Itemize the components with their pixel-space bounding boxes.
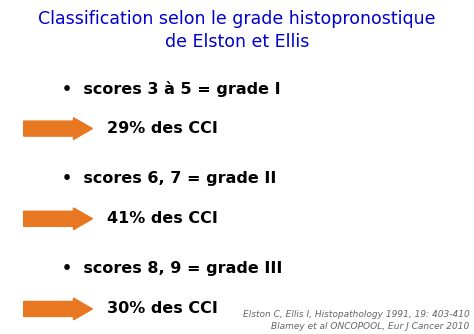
Text: •  scores 8, 9 = grade III: • scores 8, 9 = grade III	[62, 262, 282, 276]
Text: 29% des CCI: 29% des CCI	[107, 121, 218, 136]
Text: 41% des CCI: 41% des CCI	[107, 211, 218, 226]
Text: •  scores 3 à 5 = grade I: • scores 3 à 5 = grade I	[62, 80, 280, 97]
Text: Classification selon le grade histopronostique
de Elston et Ellis: Classification selon le grade histoprono…	[38, 10, 436, 51]
Text: Elston C, Ellis I, Histopathology 1991, 19: 403-410
Blamey et al ONCOPOOL, Eur J: Elston C, Ellis I, Histopathology 1991, …	[243, 310, 469, 331]
FancyArrow shape	[24, 118, 92, 140]
FancyArrow shape	[24, 208, 92, 230]
FancyArrow shape	[24, 298, 92, 320]
Text: •  scores 6, 7 = grade II: • scores 6, 7 = grade II	[62, 171, 276, 186]
Text: 30% des CCI: 30% des CCI	[107, 302, 218, 316]
